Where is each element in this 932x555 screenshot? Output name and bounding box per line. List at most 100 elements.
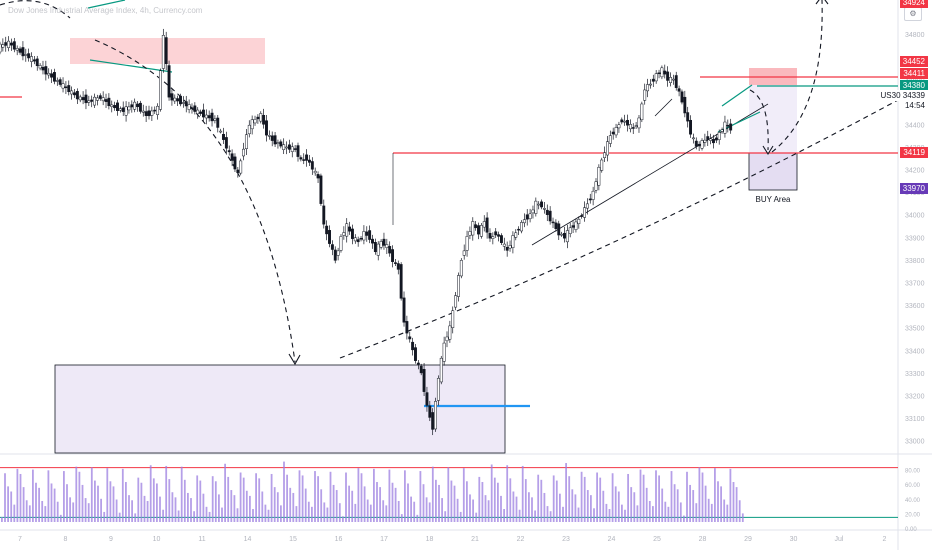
candle-body (683, 96, 687, 114)
osc-bar (410, 496, 412, 522)
osc-bar (242, 477, 245, 522)
osc-bar (447, 467, 450, 522)
osc-bar (549, 511, 552, 522)
candle-body (170, 93, 174, 101)
candle-body (697, 143, 701, 147)
candle-body (136, 103, 139, 108)
osc-bar (577, 507, 580, 522)
osc-bar (738, 500, 741, 522)
candle-body (78, 96, 82, 101)
osc-bar (66, 484, 68, 522)
candle-body (265, 120, 268, 136)
candle-body (474, 224, 478, 229)
osc-bar (335, 490, 338, 522)
candle-body (465, 236, 469, 251)
osc-bar (602, 490, 605, 522)
settings-icon[interactable]: ⚙ (904, 7, 922, 21)
osc-bar (645, 487, 648, 522)
osc-bar (143, 495, 146, 522)
candle-body (674, 75, 678, 88)
osc-bar (249, 495, 251, 522)
candle-body (365, 231, 369, 236)
osc-bar (481, 482, 484, 522)
candle-body (239, 160, 243, 174)
candle-body (396, 263, 400, 270)
osc-bar (329, 471, 332, 522)
osc-bar (509, 478, 512, 522)
osc-bar (450, 480, 453, 522)
osc-bar (462, 468, 465, 522)
candle-body (459, 260, 463, 277)
candle-body (726, 124, 730, 127)
candle-body (319, 175, 323, 204)
osc-bar (562, 506, 564, 522)
osc-bar (16, 468, 19, 522)
candle-body (330, 244, 334, 250)
osc-bar (63, 471, 65, 522)
osc-bar (506, 465, 509, 522)
candle-body (557, 223, 561, 236)
candle-body (207, 115, 211, 119)
price-tick-label: 33000 (905, 439, 925, 446)
candle-body (623, 120, 627, 123)
arrowhead-support (288, 353, 301, 366)
candle-body (253, 119, 257, 124)
candle-body (551, 221, 555, 224)
candle-body (290, 146, 294, 152)
candle-body (628, 124, 632, 130)
candle-body (236, 169, 240, 173)
candle-body (660, 67, 664, 78)
candle-body (293, 148, 297, 150)
osc-bar (543, 492, 546, 522)
candle-body (376, 243, 380, 256)
osc-bar (292, 492, 295, 522)
candle-body (689, 119, 693, 135)
osc-bar (345, 472, 347, 522)
osc-bar (193, 511, 195, 522)
osc-bar (608, 509, 611, 522)
osc-bar (94, 480, 96, 522)
osc-bar (633, 492, 636, 522)
osc-bar (611, 473, 614, 522)
candle-body (428, 405, 432, 418)
osc-bar (115, 499, 118, 522)
osc-bar (698, 467, 701, 522)
candle-body (127, 106, 131, 111)
time-tick-label: 15 (289, 536, 297, 543)
osc-bar (149, 465, 152, 522)
channel-line-bottom (89, 59, 173, 73)
candle-body (497, 234, 501, 237)
candle-body (368, 230, 372, 240)
candle-body (70, 90, 74, 95)
candle-body (626, 119, 629, 126)
candle-body (0, 43, 2, 53)
osc-bar (679, 502, 682, 522)
price-tick-label: 33200 (905, 394, 925, 401)
osc-bar (416, 514, 419, 522)
candle-body (130, 104, 134, 108)
candle-body (560, 233, 564, 236)
osc-bar (307, 501, 310, 522)
candle-body (322, 205, 326, 225)
osc-bar (59, 514, 62, 522)
candle-body (302, 159, 306, 161)
osc-bar (664, 501, 667, 522)
time-tick-label: 29 (744, 536, 752, 543)
candle-body (580, 215, 584, 217)
osc-level-label: 0.00 (905, 527, 917, 533)
osc-bar (156, 483, 158, 522)
osc-bar (456, 498, 459, 522)
price-tick-label: 33100 (905, 416, 925, 423)
osc-bar (670, 471, 673, 522)
candle-body (414, 347, 417, 361)
projection-path-top (0, 0, 71, 19)
candle-body (454, 295, 458, 308)
osc-bar (218, 494, 220, 522)
osc-bar (75, 466, 78, 522)
osc-bar (540, 479, 543, 522)
osc-bar (636, 505, 639, 522)
candle-body (425, 392, 429, 406)
osc-bar (317, 476, 319, 522)
